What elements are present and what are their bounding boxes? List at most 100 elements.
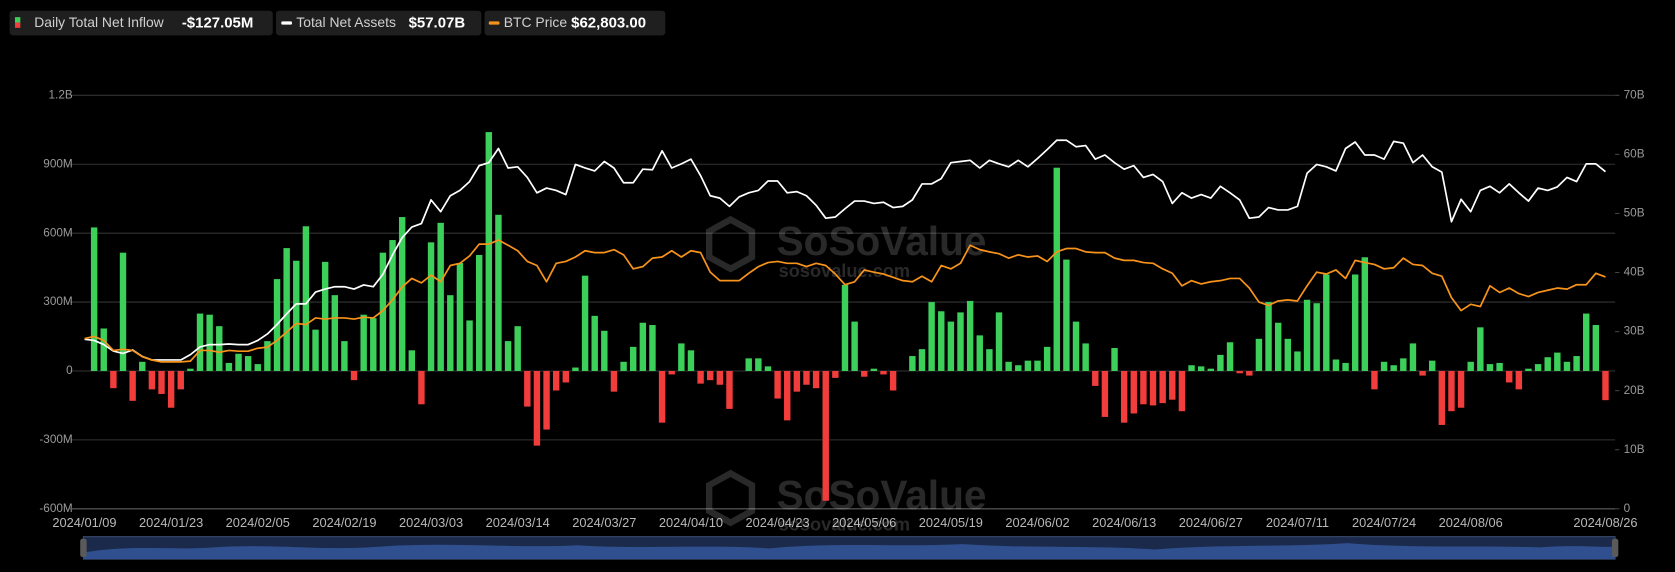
bar: [235, 353, 242, 371]
bar: [841, 284, 849, 371]
x-tick-label: 2024/06/27: [1179, 515, 1243, 530]
bar: [437, 222, 444, 371]
bar: [812, 370, 820, 389]
bar: [1255, 338, 1263, 371]
bar: [1602, 370, 1609, 401]
y-tick-label: 600M: [43, 226, 72, 239]
bar: [947, 321, 955, 371]
data-zoom[interactable]: [80, 536, 1619, 560]
bar: [1092, 370, 1099, 386]
y2-tick-label: 70B: [1624, 88, 1645, 101]
legend-label: BTC Price: [504, 14, 568, 30]
bar: [110, 370, 117, 389]
bar: [177, 370, 184, 390]
bar: [1063, 259, 1070, 371]
bar: [1583, 313, 1590, 371]
bar: [928, 302, 935, 371]
bar: [995, 312, 1003, 371]
x-tick-label: 2024/03/14: [486, 515, 550, 530]
bar: [707, 370, 714, 381]
bar: [562, 370, 570, 383]
bar: [1024, 360, 1032, 371]
bar: [244, 356, 252, 371]
bar: [552, 370, 560, 391]
legend-item-box[interactable]: [275, 10, 482, 36]
bar: [1015, 365, 1022, 371]
legend-value: -$127.05M: [182, 15, 254, 32]
bar: [889, 370, 897, 391]
y2-tick-label: 0: [1624, 502, 1631, 515]
bar: [370, 318, 377, 371]
bar: [466, 320, 473, 371]
bar: [803, 370, 810, 385]
line: [84, 139, 1607, 361]
legend-item-box[interactable]: [484, 10, 666, 36]
bar: [167, 370, 175, 408]
bar: [187, 368, 194, 371]
bar: [610, 370, 618, 392]
bar: [793, 370, 801, 392]
legend-icon: [281, 21, 293, 25]
bar: [1043, 346, 1051, 371]
bar: [408, 350, 416, 371]
bar: [321, 261, 329, 371]
bar: [312, 329, 319, 371]
bar: [851, 321, 858, 371]
x-tick-label: 2024/01/09: [52, 515, 116, 530]
watermark-text: SoSoValue: [777, 472, 987, 518]
bar: [764, 366, 772, 371]
bar: [976, 335, 983, 371]
bar: [302, 226, 310, 371]
legend-icon: [14, 22, 21, 28]
bar: [1140, 370, 1147, 405]
bar: [139, 361, 146, 371]
bar: [1294, 351, 1301, 371]
bar: [360, 314, 367, 371]
bar: [1342, 362, 1349, 371]
bar: [495, 214, 502, 371]
zoom-preview: [83, 543, 1616, 560]
x-tick-label: 2024/08/06: [1439, 515, 1503, 530]
bar: [1284, 338, 1292, 371]
zoom-handle[interactable]: [80, 538, 87, 558]
bar: [1371, 370, 1378, 390]
bar: [1390, 365, 1397, 371]
legend-value: $62,803.00: [571, 15, 646, 32]
bar: [620, 361, 627, 371]
y-tick-label: 300M: [43, 295, 72, 308]
bar: [1111, 348, 1118, 371]
watermark-logo: [705, 469, 756, 527]
bar: [1313, 303, 1320, 371]
bar: [861, 370, 868, 377]
x-tick-label: 2024/02/19: [312, 515, 376, 530]
bar: [938, 311, 945, 371]
bar: [601, 330, 608, 371]
bar: [687, 350, 695, 371]
bar: [389, 240, 396, 371]
bar: [225, 362, 233, 371]
y2-tick-label: 60B: [1624, 148, 1645, 161]
bar: [870, 368, 878, 371]
bar: [1169, 370, 1176, 400]
bar: [90, 227, 98, 371]
bar: [918, 349, 926, 371]
zoom-handle[interactable]: [1611, 538, 1619, 558]
x-tick-label: 2024/03/03: [399, 515, 463, 530]
legend-value: $57.07B: [409, 15, 466, 32]
bar: [1332, 359, 1340, 371]
legend-item-box[interactable]: [9, 10, 273, 36]
plot-area: [84, 132, 1609, 501]
bar: [1506, 370, 1513, 383]
bar: [158, 370, 165, 394]
bar: [909, 356, 916, 371]
x-tick-label: 2024/06/02: [1005, 515, 1069, 530]
bar: [1351, 274, 1359, 371]
bar: [206, 314, 213, 371]
bar: [1467, 361, 1474, 371]
bar: [398, 217, 406, 371]
watermark-logo: [705, 215, 756, 273]
bar: [1005, 361, 1012, 371]
bar: [148, 370, 156, 390]
bar: [1409, 343, 1417, 371]
